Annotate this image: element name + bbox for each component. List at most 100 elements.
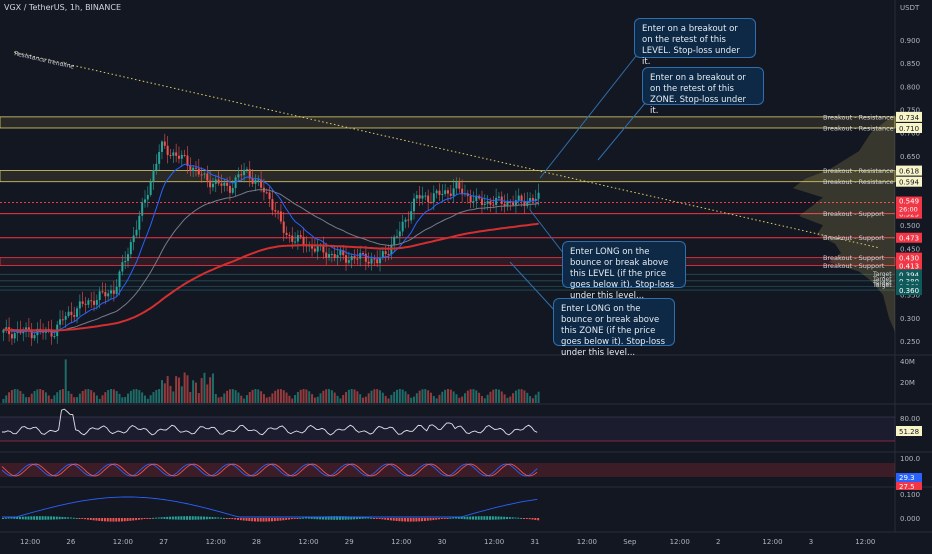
candle[interactable] xyxy=(438,190,441,195)
candle[interactable] xyxy=(441,193,444,195)
candle[interactable] xyxy=(353,256,356,259)
candle[interactable] xyxy=(169,155,172,157)
candle[interactable] xyxy=(22,331,25,334)
candle[interactable] xyxy=(520,195,523,201)
candle[interactable] xyxy=(194,167,197,169)
candle[interactable] xyxy=(231,188,234,193)
candle[interactable] xyxy=(118,271,121,288)
candle[interactable] xyxy=(251,178,254,184)
candle[interactable] xyxy=(410,211,413,221)
candle[interactable] xyxy=(211,183,214,188)
candle[interactable] xyxy=(421,195,424,199)
candle[interactable] xyxy=(503,203,506,207)
candle[interactable] xyxy=(401,221,404,232)
candle[interactable] xyxy=(398,231,401,237)
candle[interactable] xyxy=(313,248,316,252)
candle[interactable] xyxy=(186,155,189,166)
candle[interactable] xyxy=(486,201,489,204)
candle[interactable] xyxy=(461,188,464,195)
candle[interactable] xyxy=(220,183,223,186)
candle[interactable] xyxy=(163,141,166,146)
candle[interactable] xyxy=(531,198,534,201)
candle[interactable] xyxy=(342,250,345,256)
candle[interactable] xyxy=(172,152,175,156)
candle[interactable] xyxy=(404,219,407,222)
candle[interactable] xyxy=(424,195,427,197)
candle[interactable] xyxy=(152,170,155,182)
candle[interactable] xyxy=(458,182,461,189)
candle[interactable] xyxy=(226,182,229,186)
candle[interactable] xyxy=(537,192,540,199)
candle[interactable] xyxy=(209,180,212,188)
candle[interactable] xyxy=(381,251,384,258)
candle[interactable] xyxy=(200,174,203,176)
candle[interactable] xyxy=(429,202,432,204)
candle[interactable] xyxy=(64,316,67,320)
symbol-header[interactable]: VGX / TetherUS, 1h, BINANCE xyxy=(4,3,121,12)
candle[interactable] xyxy=(466,193,469,196)
candle[interactable] xyxy=(333,254,336,258)
candle[interactable] xyxy=(2,329,5,333)
candle[interactable] xyxy=(418,195,421,199)
candle[interactable] xyxy=(299,235,302,237)
candle[interactable] xyxy=(203,173,206,175)
candle[interactable] xyxy=(517,195,520,201)
candle[interactable] xyxy=(192,167,195,172)
candle[interactable] xyxy=(33,335,36,339)
candle[interactable] xyxy=(475,195,478,202)
candle[interactable] xyxy=(325,252,328,258)
candle[interactable] xyxy=(73,315,76,317)
candle[interactable] xyxy=(330,254,333,256)
candle[interactable] xyxy=(160,141,163,152)
candle[interactable] xyxy=(104,291,107,297)
candle[interactable] xyxy=(296,235,299,242)
candle[interactable] xyxy=(67,311,70,317)
candle[interactable] xyxy=(492,204,495,206)
candle[interactable] xyxy=(260,179,263,188)
candle[interactable] xyxy=(512,202,515,206)
note-zone-long[interactable]: Enter LONG on the bounce or break above … xyxy=(553,298,675,358)
candle[interactable] xyxy=(529,198,532,202)
candle[interactable] xyxy=(432,193,435,203)
candle[interactable] xyxy=(478,195,481,199)
candle[interactable] xyxy=(234,177,237,189)
candle[interactable] xyxy=(53,336,56,338)
candle[interactable] xyxy=(144,199,146,203)
candle[interactable] xyxy=(177,155,180,159)
candle[interactable] xyxy=(427,195,430,203)
candle[interactable] xyxy=(339,250,342,256)
candle[interactable] xyxy=(311,244,314,249)
candle[interactable] xyxy=(197,168,200,175)
candle[interactable] xyxy=(279,211,282,222)
candle[interactable] xyxy=(248,169,251,179)
candle[interactable] xyxy=(50,329,53,337)
note-level-breakout[interactable]: Enter on a breakout or on the retest of … xyxy=(634,18,756,67)
candle[interactable] xyxy=(376,259,379,264)
candle[interactable] xyxy=(302,236,305,246)
support-zone[interactable] xyxy=(0,257,896,266)
candle[interactable] xyxy=(124,260,127,263)
candle[interactable] xyxy=(526,201,529,207)
candle[interactable] xyxy=(407,219,410,221)
candle[interactable] xyxy=(497,196,500,198)
candle[interactable] xyxy=(158,151,161,164)
candle[interactable] xyxy=(245,169,248,171)
candle[interactable] xyxy=(135,229,138,236)
candle[interactable] xyxy=(455,182,458,189)
candle[interactable] xyxy=(30,331,33,339)
candle[interactable] xyxy=(84,303,87,305)
candle[interactable] xyxy=(214,179,217,184)
candle[interactable] xyxy=(480,198,483,206)
candle[interactable] xyxy=(277,211,280,213)
candle[interactable] xyxy=(393,236,396,245)
candle[interactable] xyxy=(469,195,472,203)
candle[interactable] xyxy=(288,234,291,236)
candle[interactable] xyxy=(328,254,331,258)
candle[interactable] xyxy=(316,246,319,252)
candle[interactable] xyxy=(514,200,517,206)
candle[interactable] xyxy=(240,174,243,176)
candle[interactable] xyxy=(336,255,339,258)
candle[interactable] xyxy=(415,195,418,199)
